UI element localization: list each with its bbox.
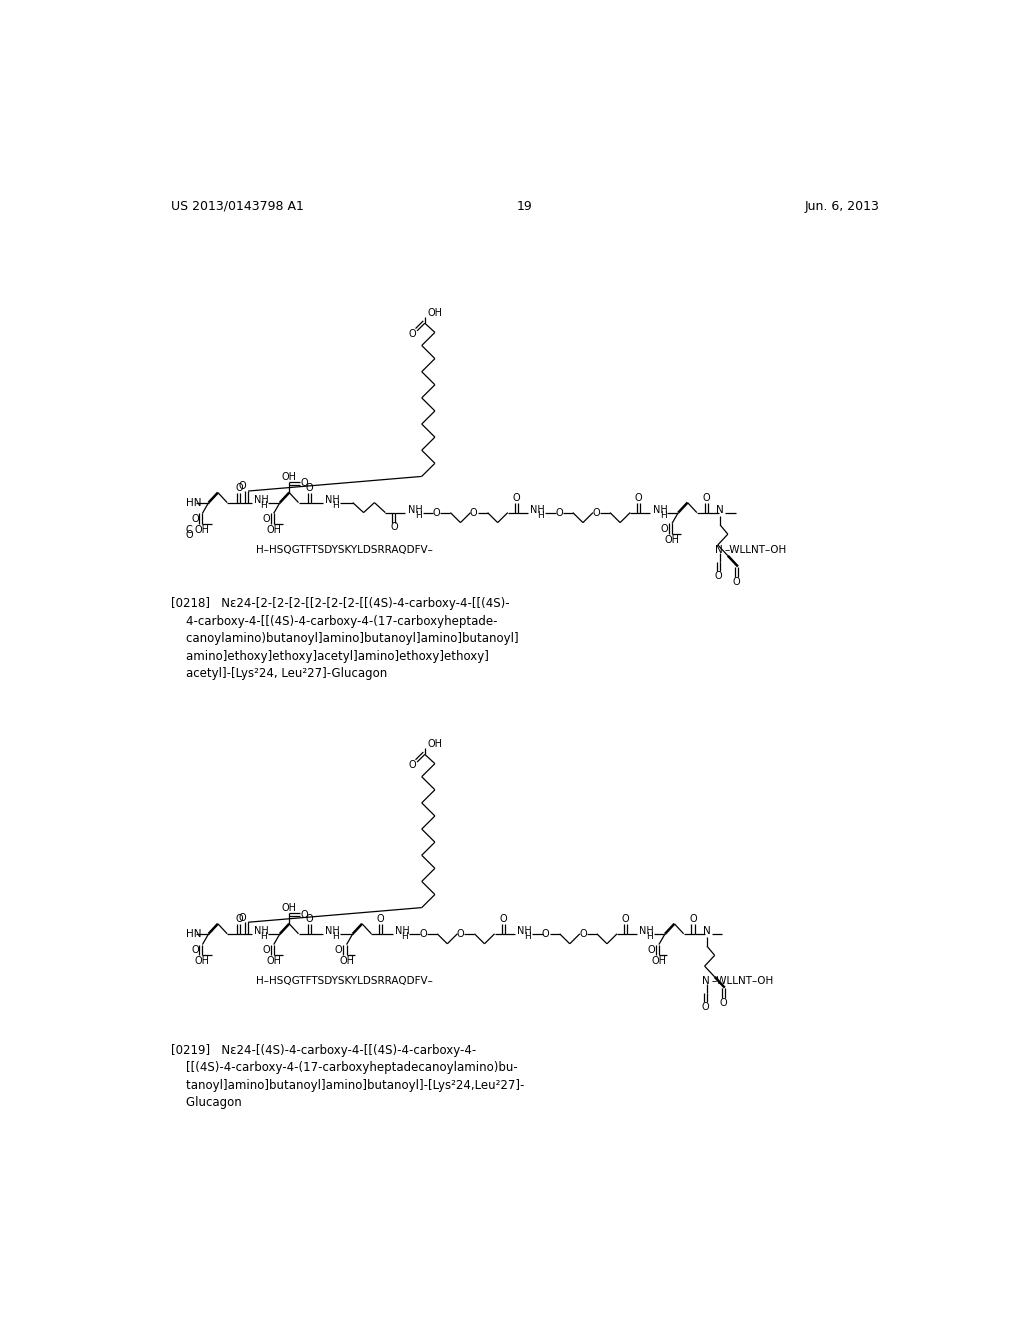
Text: O: O [191,945,200,954]
Text: O: O [715,570,722,581]
Text: N: N [716,545,723,554]
Text: H: H [260,502,267,510]
Text: C: C [185,525,193,536]
Text: NH: NH [325,495,340,504]
Text: O: O [305,483,313,492]
Text: O: O [701,1002,710,1012]
Text: O: O [191,513,200,524]
Text: O: O [420,929,427,939]
Text: H: H [333,502,339,510]
Text: H: H [260,932,267,941]
Text: H: H [659,511,667,520]
Text: O: O [236,483,243,492]
Text: OH: OH [195,956,210,966]
Text: O: O [432,508,440,517]
Text: H: H [524,932,530,941]
Text: O: O [500,915,507,924]
Text: OH: OH [665,535,680,545]
Text: N: N [716,504,724,515]
Text: O: O [335,945,343,954]
Text: OH: OH [195,524,210,535]
Text: OH: OH [282,903,297,913]
Text: O: O [300,478,308,488]
Text: O: O [689,915,696,924]
Text: O: O [580,929,587,939]
Text: HN: HN [186,929,202,939]
Text: H: H [646,932,653,941]
Text: NH: NH [394,925,410,936]
Text: US 2013/0143798 A1: US 2013/0143798 A1 [171,199,303,213]
Text: O: O [377,915,384,924]
Text: OH: OH [428,739,443,750]
Text: O: O [542,929,550,939]
Text: OH: OH [282,473,297,482]
Text: H–HSQGTFTSDYSKYLDSRRAQDFV–: H–HSQGTFTSDYSKYLDSRRAQDFV– [256,545,433,554]
Text: O: O [647,945,655,954]
Text: OH: OH [339,956,354,966]
Text: O: O [300,909,308,920]
Text: O: O [390,523,397,532]
Text: HN: HN [186,498,202,508]
Text: N: N [703,925,711,936]
Text: H: H [538,511,544,520]
Text: O: O [635,492,642,503]
Text: N: N [702,975,710,986]
Text: NH: NH [408,504,423,515]
Text: NH: NH [254,495,268,504]
Text: 19: 19 [517,199,532,213]
Text: –WLLNT–OH: –WLLNT–OH [725,545,787,554]
Text: –WLLNT–OH: –WLLNT–OH [712,975,774,986]
Text: H: H [333,932,339,941]
Text: O: O [720,998,727,1008]
Text: O: O [470,508,477,517]
Text: OH: OH [651,956,667,966]
Text: O: O [262,513,269,524]
Text: O: O [702,492,710,503]
Text: O: O [236,915,243,924]
Text: [0219]   Nε24-[(4S)-4-carboxy-4-[[(4S)-4-carboxy-4-
    [[(4S)-4-carboxy-4-(17-c: [0219] Nε24-[(4S)-4-carboxy-4-[[(4S)-4-c… [171,1044,524,1109]
Text: O: O [622,915,630,924]
Text: O: O [732,577,740,587]
Text: O: O [185,529,194,540]
Text: H: H [401,932,409,941]
Text: O: O [239,482,246,491]
Text: NH: NH [325,925,340,936]
Text: O: O [660,524,668,533]
Text: Jun. 6, 2013: Jun. 6, 2013 [805,199,880,213]
Text: O: O [512,492,520,503]
Text: O: O [239,912,246,923]
Text: O: O [457,929,464,939]
Text: O: O [409,329,416,339]
Text: NH: NH [517,925,531,936]
Text: O: O [555,508,563,517]
Text: H: H [415,511,422,520]
Text: NH: NH [640,925,654,936]
Text: O: O [409,760,416,770]
Text: OH: OH [428,308,443,318]
Text: NH: NH [652,504,668,515]
Text: NH: NH [254,925,268,936]
Text: O: O [262,945,269,954]
Text: [0218]   Nε24-[2-[2-[2-[[2-[2-[2-[[(4S)-4-carboxy-4-[[(4S)-
    4-carboxy-4-[[(4: [0218] Nε24-[2-[2-[2-[[2-[2-[2-[[(4S)-4-… [171,597,518,680]
Text: H–HSQGTFTSDYSKYLDSRRAQDFV–: H–HSQGTFTSDYSKYLDSRRAQDFV– [256,975,433,986]
Text: NH: NH [530,504,545,515]
Text: O: O [305,915,313,924]
Text: O: O [592,508,600,517]
Text: OH: OH [266,524,282,535]
Text: OH: OH [266,956,282,966]
